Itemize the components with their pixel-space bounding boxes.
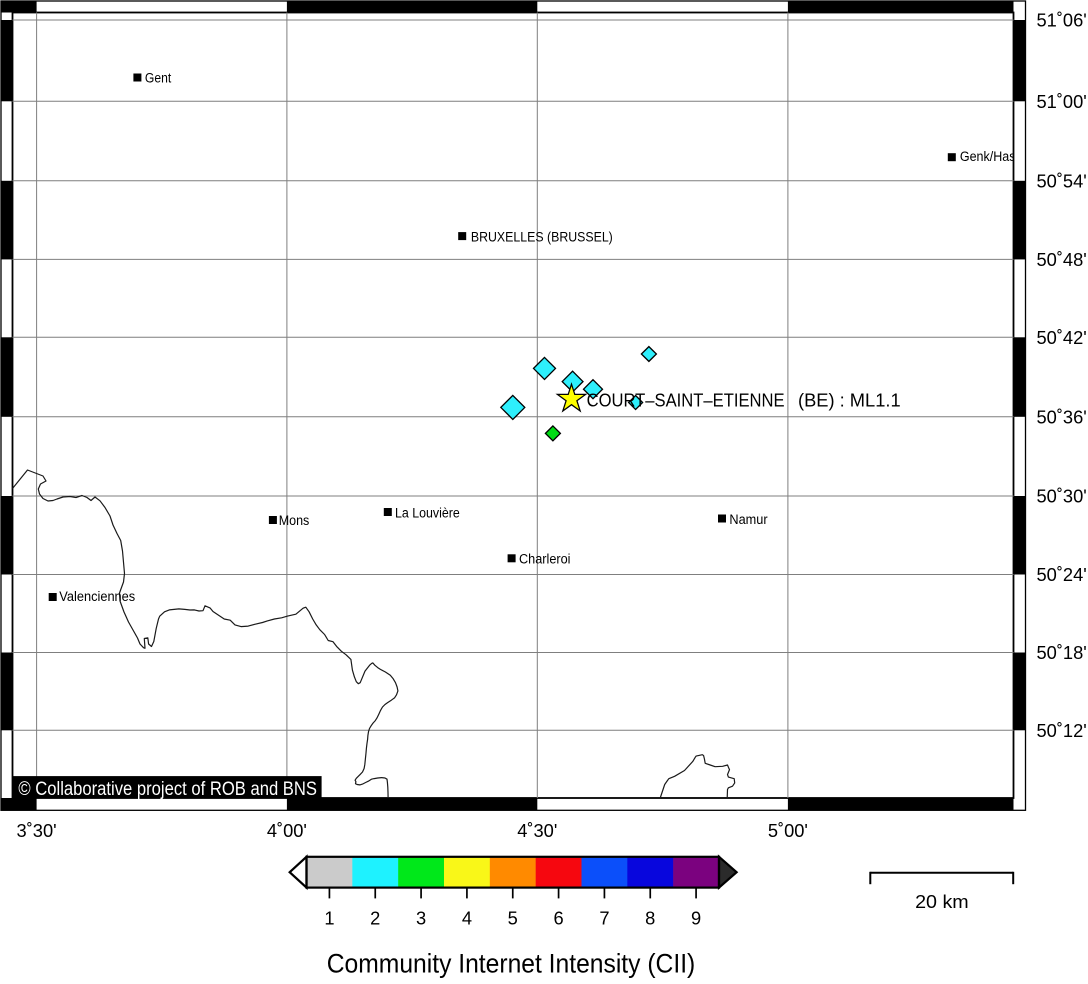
svg-text:50˚48': 50˚48' xyxy=(1037,249,1087,270)
svg-text:© Collaborative project of ROB: © Collaborative project of ROB and BNS xyxy=(18,779,317,800)
svg-text:Valenciennes: Valenciennes xyxy=(59,589,135,605)
svg-text:50˚54': 50˚54' xyxy=(1037,170,1087,191)
svg-text:7: 7 xyxy=(599,908,609,929)
svg-text:4˚00': 4˚00' xyxy=(267,820,307,841)
svg-text:Gent: Gent xyxy=(145,71,171,87)
svg-text:50˚36': 50˚36' xyxy=(1037,406,1087,427)
svg-text:Genk/Hasselt: Genk/Hasselt xyxy=(960,149,1035,165)
svg-text:La Louvière: La Louvière xyxy=(395,505,460,521)
svg-text:8: 8 xyxy=(645,908,655,929)
svg-text:9: 9 xyxy=(691,908,701,929)
svg-text:50˚12': 50˚12' xyxy=(1037,720,1087,741)
svg-text:Charleroi: Charleroi xyxy=(519,551,571,567)
svg-text:3: 3 xyxy=(416,908,426,929)
svg-text:51˚06': 51˚06' xyxy=(1037,10,1087,31)
svg-text:51˚00': 51˚00' xyxy=(1037,91,1087,112)
svg-text:50˚30': 50˚30' xyxy=(1037,486,1087,507)
svg-text:50˚24': 50˚24' xyxy=(1037,564,1087,585)
svg-text:COURT–SAINT–ETIENNE: COURT–SAINT–ETIENNE xyxy=(587,390,785,411)
svg-text:3˚30': 3˚30' xyxy=(17,820,57,841)
svg-text:5˚00': 5˚00' xyxy=(768,820,808,841)
svg-text:50˚42': 50˚42' xyxy=(1037,327,1087,348)
svg-text:Namur: Namur xyxy=(729,512,767,528)
svg-text:50˚18': 50˚18' xyxy=(1037,642,1087,663)
svg-text:4: 4 xyxy=(462,908,472,929)
svg-text:20 km: 20 km xyxy=(915,891,969,912)
svg-text:2: 2 xyxy=(370,908,380,929)
svg-text:4˚30': 4˚30' xyxy=(517,820,557,841)
svg-text:Mons: Mons xyxy=(279,513,310,529)
svg-text:5: 5 xyxy=(508,908,518,929)
svg-text:Community Internet Intensity (: Community Internet Intensity (CII) xyxy=(327,949,696,979)
svg-text:6: 6 xyxy=(553,908,563,929)
svg-text:1: 1 xyxy=(324,908,334,929)
svg-text:(BE) : ML1.1: (BE) : ML1.1 xyxy=(798,390,901,411)
svg-text:BRUXELLES (BRUSSEL): BRUXELLES (BRUSSEL) xyxy=(471,230,613,246)
